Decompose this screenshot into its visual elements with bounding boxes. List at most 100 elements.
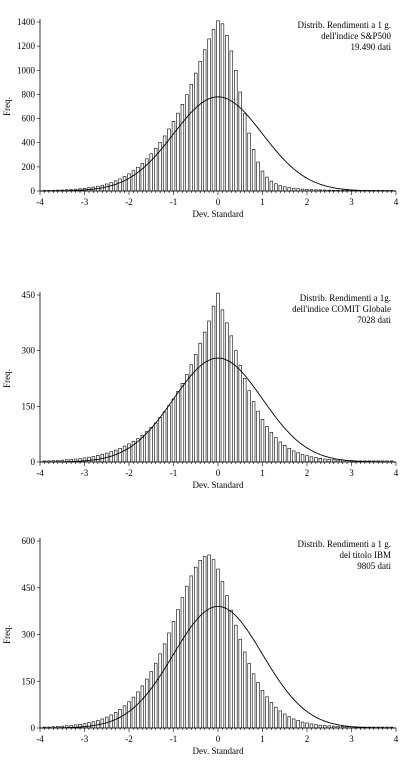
histogram-bar [305,455,309,463]
x-tick-label: 0 [216,468,221,478]
histogram-bar [122,445,127,463]
histogram-bar [225,34,229,192]
normal-curve [39,357,397,463]
annotation-line: dell'indice S&P500 [321,31,391,41]
histogram-bar [283,186,287,192]
y-axis-title: Freq. [2,97,12,116]
y-tick-label: 450 [22,290,36,300]
histogram-bar [91,456,96,463]
chart-panel-comit: -4 -3 -2 -1 0 1 2 3 4 0 150 300 450 Dev. Standard Freq… [2,290,399,490]
y-tick-label: 0 [31,186,36,196]
chart-panel-sp500: -4 -3 -2 -1 0 1 2 3 4 0 200 400 600 800 1000 1200 1400 De… [2,17,399,219]
histogram-bar [278,185,282,192]
histogram-bar [243,113,247,192]
histogram-bar [198,342,202,463]
histogram-bar [238,638,242,729]
histogram-bar [131,170,136,192]
y-tick-label: 150 [22,401,36,411]
histogram-bar [176,112,180,192]
x-tick-label: -1 [170,468,178,478]
y-tick-label: 450 [22,583,36,593]
annotation-line: 9805 dati [357,561,391,571]
histogram-bar [185,585,189,729]
histogram-bar [167,405,171,463]
normal-curve [39,605,397,729]
histogram-bar [198,560,202,729]
histogram-bar [229,335,234,463]
histogram-bar [274,183,278,192]
histogram-bar [127,701,131,729]
y-tick-label: 0 [31,723,36,733]
histogram-bar [251,673,256,729]
histogram-bar [154,422,158,463]
histogram-bar [82,457,87,463]
histogram-bar [211,559,216,729]
x-tick-label: -4 [36,734,44,744]
histogram-bar [136,166,140,192]
x-tick-label: 2 [305,734,310,744]
x-axis-title: Dev. Standard [193,746,244,756]
histogram-bar [291,718,296,729]
histogram-bar [207,320,211,463]
histogram-bar [220,309,225,463]
histogram-bar [323,458,327,463]
histogram-bar [118,708,122,729]
histogram-bar [122,176,127,192]
histogram-bar [109,182,113,192]
histogram-bar [238,365,242,463]
histogram-bar [171,621,176,729]
histogram-bar [158,417,162,463]
histogram-bar [162,411,167,463]
annotation-line: del titolo IBM [340,550,392,560]
histogram-bar [154,662,158,729]
histogram-bar [291,450,296,463]
histogram-bar [207,38,211,192]
histogram-bar [247,390,251,463]
histogram-bar [300,454,305,463]
histogram-bar [87,722,91,729]
x-tick-label: 3 [349,734,354,744]
x-tick-label: -4 [36,197,44,207]
annotation-line: Distrib. Rendimenti a 1g. [300,293,391,303]
histogram-bar [180,597,185,729]
x-tick-label: 1 [260,734,265,744]
histogram-bar [189,575,193,729]
histogram-bar [91,721,96,729]
histogram-bar [243,651,247,729]
histogram-bar [287,187,291,192]
histogram-bar [167,632,171,729]
x-tick-label: 2 [305,197,310,207]
histogram-bar [118,178,122,192]
histogram-bar [127,173,131,192]
histogram-bar [291,187,296,192]
y-tick-label: 1000 [17,65,36,75]
histogram-bar [314,457,318,463]
x-tick-label: -3 [81,734,89,744]
histogram-bar [140,685,145,729]
histogram-bar [194,566,198,729]
x-tick-label: 1 [260,468,265,478]
histogram-bar [296,452,300,463]
y-tick-label: 300 [22,630,36,640]
histogram-bar [202,331,207,463]
y-axis-title: Freq. [2,369,12,388]
y-tick-label: 800 [22,89,36,99]
y-tick-label: 0 [31,457,36,467]
histogram-bar [247,132,251,192]
histogram-bar [309,456,314,463]
histogram-bar [171,121,176,192]
histogram-bar [274,706,278,729]
histogram-bar [189,83,193,192]
histogram-bar [260,689,265,729]
annotation-line: Distrib. Rendimenti a 1 g. [298,539,392,549]
x-tick-label: -1 [170,734,178,744]
histogram-bar [185,94,189,192]
histogram-bar [225,322,229,463]
x-tick-label: 3 [349,468,354,478]
x-tick-label: -4 [36,468,44,478]
x-axis-title: Dev. Standard [193,480,244,490]
histogram-bar [287,716,291,729]
histogram-bar [220,23,225,192]
x-tick-label: -3 [81,197,89,207]
